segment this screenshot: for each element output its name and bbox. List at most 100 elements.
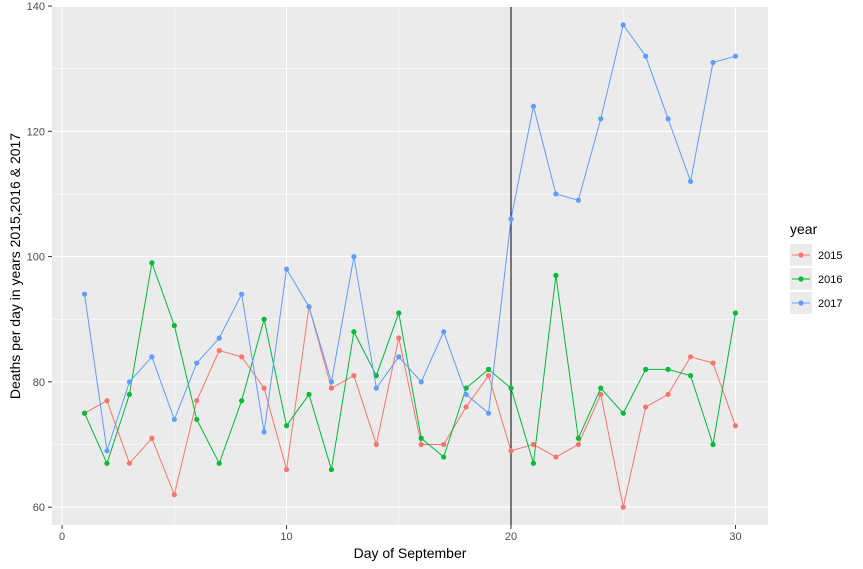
data-point-2015 xyxy=(687,354,694,360)
legend-item-2016: 2016 xyxy=(790,268,842,290)
x-tick-label: 10 xyxy=(280,531,292,543)
data-point-2017 xyxy=(396,354,402,360)
data-point-2015 xyxy=(418,441,424,448)
data-point-2015 xyxy=(643,404,649,410)
data-point-2015 xyxy=(104,398,110,404)
data-point-2017 xyxy=(687,178,694,185)
data-point-2016 xyxy=(104,460,110,466)
data-point-2017 xyxy=(216,335,222,341)
data-point-2017 xyxy=(194,360,200,366)
data-point-2015 xyxy=(732,423,739,429)
data-point-2017 xyxy=(620,22,626,28)
series-2017 xyxy=(81,22,739,454)
data-point-2016 xyxy=(81,410,88,416)
data-point-2017 xyxy=(81,291,88,297)
panel-background xyxy=(52,7,768,525)
series-line-2016 xyxy=(84,260,736,470)
x-tick-label: 30 xyxy=(729,531,741,543)
data-point-2017 xyxy=(418,379,424,385)
data-point-2016 xyxy=(508,385,514,391)
legend-key-point xyxy=(798,252,804,258)
grid-lines xyxy=(52,5,768,525)
data-point-2017 xyxy=(665,116,671,122)
x-axis-title: Day of September xyxy=(354,545,467,561)
data-point-2016 xyxy=(710,441,716,448)
data-point-2015 xyxy=(373,441,379,448)
data-point-2015 xyxy=(441,441,447,448)
data-point-2015 xyxy=(598,391,604,398)
data-point-2015 xyxy=(665,391,671,398)
legend-label: 2016 xyxy=(818,274,842,286)
data-point-2017 xyxy=(732,53,739,59)
y-tick-label: 140 xyxy=(27,1,45,13)
data-point-2015 xyxy=(710,360,716,366)
data-point-2017 xyxy=(575,197,581,203)
data-point-2016 xyxy=(575,435,581,441)
data-point-2017 xyxy=(508,216,514,222)
data-point-2015 xyxy=(149,435,155,441)
data-point-2015 xyxy=(620,504,626,510)
data-point-2017 xyxy=(149,354,155,360)
data-point-2015 xyxy=(239,354,245,360)
data-point-2017 xyxy=(171,416,177,423)
data-point-2015 xyxy=(328,385,335,391)
data-point-2017 xyxy=(485,410,492,416)
data-point-2016 xyxy=(261,316,267,322)
data-point-2016 xyxy=(732,310,739,316)
data-point-2017 xyxy=(306,304,312,310)
data-point-2015 xyxy=(485,373,492,379)
legend-key-point xyxy=(798,276,804,282)
data-point-2015 xyxy=(530,441,537,448)
data-point-2017 xyxy=(351,254,357,260)
data-point-2015 xyxy=(194,398,200,404)
data-point-2016 xyxy=(485,366,492,372)
data-point-2016 xyxy=(418,435,424,441)
data-point-2016 xyxy=(283,423,290,429)
data-point-2017 xyxy=(530,103,537,109)
legend-label: 2015 xyxy=(818,250,842,262)
legend-item-2015: 2015 xyxy=(790,244,842,266)
data-point-2017 xyxy=(126,379,133,385)
legend-item-2017: 2017 xyxy=(790,292,842,314)
legend: year 2015 2016 2017 xyxy=(790,221,842,314)
data-point-2016 xyxy=(328,466,335,473)
data-point-2016 xyxy=(553,272,559,278)
data-point-2016 xyxy=(643,366,649,372)
data-point-2017 xyxy=(104,448,110,454)
legend-label: 2017 xyxy=(818,298,842,310)
data-point-2016 xyxy=(351,329,357,335)
y-tick-label: 80 xyxy=(33,377,45,389)
data-point-2015 xyxy=(171,492,177,498)
data-point-2015 xyxy=(553,454,559,460)
data-point-2017 xyxy=(261,429,267,435)
series-group xyxy=(81,22,739,510)
data-point-2015 xyxy=(351,373,357,379)
data-point-2015 xyxy=(216,347,222,354)
data-point-2017 xyxy=(598,116,604,122)
data-point-2017 xyxy=(553,191,559,197)
y-tick-label: 100 xyxy=(27,252,45,264)
legend-title: year xyxy=(790,221,818,237)
data-point-2016 xyxy=(194,416,200,423)
series-2016 xyxy=(81,260,739,473)
data-point-2016 xyxy=(396,310,402,316)
data-point-2017 xyxy=(328,379,335,385)
data-point-2016 xyxy=(216,460,222,466)
data-point-2015 xyxy=(261,385,267,391)
y-tick-label: 120 xyxy=(27,126,45,138)
data-point-2016 xyxy=(126,391,133,398)
data-point-2016 xyxy=(441,454,447,460)
data-point-2016 xyxy=(620,410,626,416)
series-2015 xyxy=(81,304,739,510)
data-point-2016 xyxy=(171,322,177,329)
data-point-2016 xyxy=(687,373,694,379)
data-point-2016 xyxy=(598,385,604,391)
data-point-2016 xyxy=(306,391,312,398)
data-point-2017 xyxy=(373,385,379,391)
data-point-2017 xyxy=(710,59,716,66)
data-point-2017 xyxy=(283,266,290,272)
data-point-2015 xyxy=(463,404,469,410)
data-point-2016 xyxy=(665,366,671,372)
x-tick-label: 20 xyxy=(505,531,517,543)
y-tick-label: 60 xyxy=(33,502,45,514)
